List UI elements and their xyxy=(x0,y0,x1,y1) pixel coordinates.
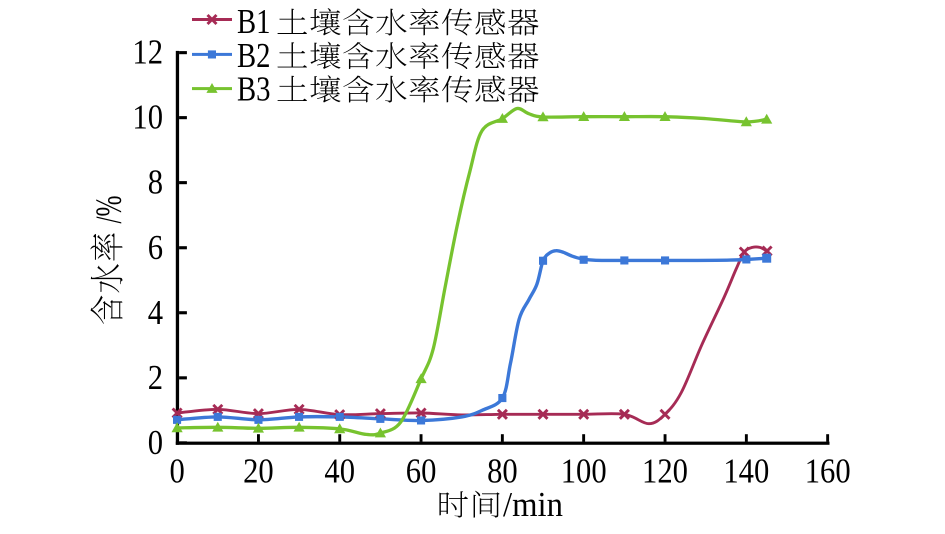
svg-text:4: 4 xyxy=(148,293,163,332)
svg-text:2: 2 xyxy=(148,358,163,397)
svg-text:120: 120 xyxy=(642,452,688,491)
svg-text:/%: /% xyxy=(89,196,130,224)
svg-text:/min: /min xyxy=(503,485,563,524)
svg-text:8: 8 xyxy=(148,163,163,202)
svg-text:100: 100 xyxy=(561,452,607,491)
svg-text:60: 60 xyxy=(406,452,437,491)
svg-text:160: 160 xyxy=(805,452,851,491)
svg-text:6: 6 xyxy=(148,228,163,267)
svg-text:20: 20 xyxy=(243,452,274,491)
svg-text:12: 12 xyxy=(132,33,163,72)
svg-text:140: 140 xyxy=(723,452,769,491)
svg-text:40: 40 xyxy=(324,452,355,491)
svg-text:B1: B1 xyxy=(237,2,271,41)
svg-text:10: 10 xyxy=(132,98,163,137)
svg-text:B3: B3 xyxy=(237,69,271,108)
svg-text:80: 80 xyxy=(487,452,518,491)
svg-text:0: 0 xyxy=(148,423,163,462)
svg-text:B2: B2 xyxy=(237,36,271,75)
svg-text:0: 0 xyxy=(169,452,184,491)
